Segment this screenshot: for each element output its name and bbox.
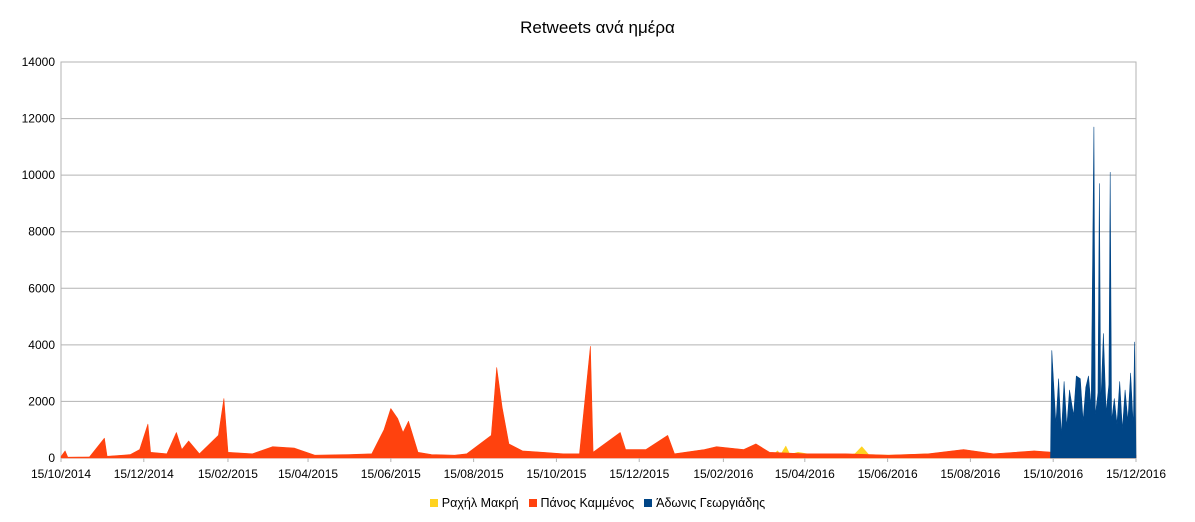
- legend-item-2: Άδωνις Γεωργιάδης: [644, 496, 765, 510]
- x-tick-label: 15/04/2015: [278, 467, 338, 481]
- y-tick-label: 12000: [22, 112, 56, 126]
- x-tick-label: 15/08/2015: [444, 467, 504, 481]
- y-tick-label: 2000: [28, 394, 55, 408]
- x-tick-label: 15/02/2016: [693, 467, 753, 481]
- x-tick-label: 15/12/2016: [1106, 467, 1166, 481]
- legend-label: Ραχήλ Μακρή: [441, 496, 519, 510]
- legend-item-0: Ραχήλ Μακρή: [429, 496, 519, 510]
- x-tick-label: 15/12/2014: [114, 467, 174, 481]
- y-tick-label: 4000: [28, 338, 55, 352]
- axes: 0 2000 4000 6000 8000 10000 12000 14000 15/10/20…: [22, 55, 1167, 481]
- y-tick-label: 10000: [22, 168, 56, 182]
- x-tick-label: 15/06/2016: [858, 467, 918, 481]
- legend-swatch: [528, 499, 537, 507]
- y-tick-label: 0: [48, 451, 55, 465]
- x-tick-label: 15/10/2016: [1023, 467, 1083, 481]
- legend: Ραχήλ Μακρή Πάνος Καμμένος Άδωνις Γεωργιάδ…: [0, 496, 1195, 510]
- x-tick-label: 15/06/2015: [361, 467, 421, 481]
- y-tick-label: 8000: [28, 225, 55, 239]
- x-tick-label: 15/10/2015: [526, 467, 586, 481]
- legend-label: Πάνος Καμμένος: [540, 496, 635, 510]
- plot-area: [60, 61, 1137, 459]
- series-area-1: [60, 346, 1137, 459]
- legend-item-1: Πάνος Καμμένος: [528, 496, 635, 510]
- x-tick-label: 15/02/2015: [198, 467, 258, 481]
- x-tick-label: 15/10/2014: [31, 467, 91, 481]
- x-tick-label: 15/04/2016: [775, 467, 835, 481]
- x-tick-label: 15/12/2015: [609, 467, 669, 481]
- legend-label: Άδωνις Γεωργιάδης: [656, 496, 766, 510]
- series-area-2: [1050, 126, 1137, 459]
- x-tick-label: 15/08/2016: [940, 467, 1000, 481]
- legend-swatch: [429, 499, 438, 507]
- y-tick-label: 6000: [28, 281, 55, 295]
- series-areas: [60, 126, 1137, 459]
- y-tick-label: 14000: [22, 55, 56, 69]
- chart-title: Retweets ανά ημέρα: [520, 18, 675, 37]
- legend-swatch: [644, 499, 653, 507]
